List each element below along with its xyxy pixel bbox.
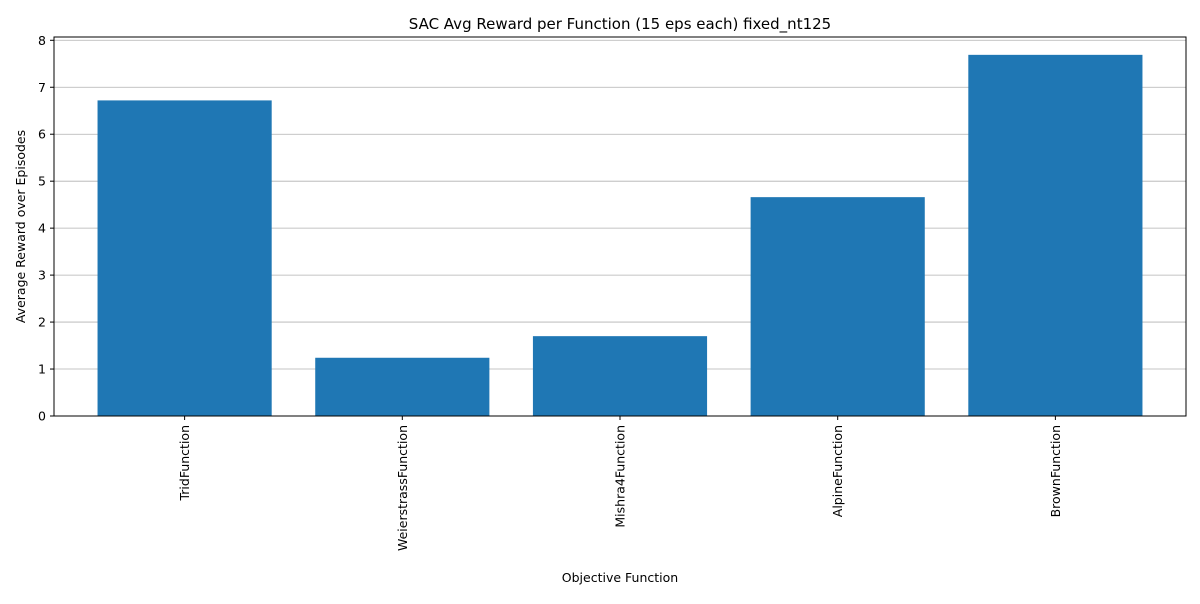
y-tick-label-7: 7 xyxy=(38,80,46,95)
x-tick-label-2: Mishra4Function xyxy=(613,425,628,528)
y-tick-label-8: 8 xyxy=(38,33,46,48)
x-tick-label-4: BrownFunction xyxy=(1048,425,1063,517)
bar-WeierstrassFunction xyxy=(315,357,490,416)
y-axis-ticks: 0 1 2 3 4 5 6 7 8 xyxy=(38,33,54,424)
bar-BrownFunction xyxy=(968,54,1143,416)
bar-TridFunction xyxy=(97,100,272,416)
y-tick-label-5: 5 xyxy=(38,174,46,189)
y-tick-label-3: 3 xyxy=(38,268,46,283)
bars xyxy=(97,54,1143,416)
x-tick-label-0: TridFunction xyxy=(177,425,192,502)
x-axis-label: Objective Function xyxy=(562,570,678,585)
y-tick-label-4: 4 xyxy=(38,221,46,236)
bar-Mishra4Function xyxy=(532,336,708,416)
bar-AlpineFunction xyxy=(750,197,925,416)
x-tick-label-3: AlpineFunction xyxy=(830,425,845,517)
chart-title: SAC Avg Reward per Function (15 eps each… xyxy=(409,15,831,34)
x-tick-label-1: WeierstrassFunction xyxy=(395,425,410,551)
y-axis-label: Average Reward over Episodes xyxy=(13,130,28,323)
y-tick-label-0: 0 xyxy=(38,409,46,424)
y-tick-label-6: 6 xyxy=(38,127,46,142)
y-tick-label-1: 1 xyxy=(38,362,46,377)
y-tick-label-2: 2 xyxy=(38,315,46,330)
x-axis-ticks: TridFunction WeierstrassFunction Mishra4Fu… xyxy=(177,416,1063,551)
